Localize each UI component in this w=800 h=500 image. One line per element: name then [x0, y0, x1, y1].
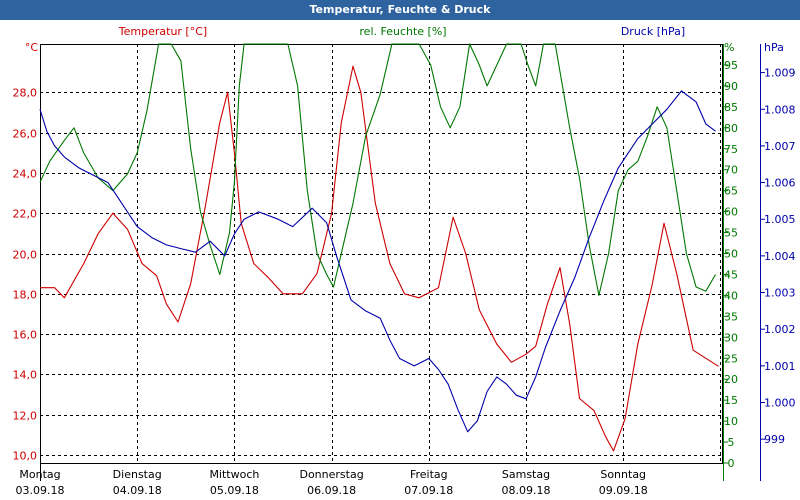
pressure-unit: hPa [764, 41, 784, 54]
x-day-label: Samstag [502, 468, 550, 481]
humidity-tick: 0 [728, 457, 735, 470]
humidity-tick: 35 [724, 310, 738, 323]
x-day-label: Sonntag [600, 468, 646, 481]
humidity-tick: 25 [724, 352, 738, 365]
x-day-label: Dienstag [113, 468, 162, 481]
temperature-tick: 28,0 [13, 87, 38, 100]
pressure-tick: 999 [764, 433, 785, 446]
humidity-tick: 60 [724, 206, 738, 219]
humidity-tick: 95 [724, 59, 738, 72]
pressure-tick: 1.009 [764, 67, 796, 80]
pressure-tick: 1.006 [764, 177, 796, 190]
pressure-tick: 1.000 [764, 397, 796, 410]
x-date-label: 06.09.18 [307, 484, 356, 497]
pressure-axis-title: Druck [hPa] [621, 25, 685, 38]
humidity-axis-title: rel. Feuchte [%] [359, 25, 446, 38]
humidity-tick: 75 [724, 143, 738, 156]
humidity-tick: 65 [724, 185, 738, 198]
humidity-tick: 45 [724, 268, 738, 281]
humidity-unit: % [724, 41, 734, 54]
plot-frame [40, 44, 765, 481]
humidity-tick: 85 [724, 101, 738, 114]
temperature-tick: 22,0 [13, 208, 38, 221]
humidity-tick: 70 [724, 164, 738, 177]
pressure-tick: 1.002 [764, 323, 796, 336]
x-day-label: Donnerstag [299, 468, 363, 481]
x-day-label: Montag [19, 468, 60, 481]
temperature-tick: 18,0 [13, 289, 38, 302]
axis-labels: 10,0 12,0 14,0 16,0 18,0 20,0 22,0 24,0 26,0 28,0… [13, 25, 796, 497]
chart-area: 10,0 12,0 14,0 16,0 18,0 20,0 22,0 24,0 26,0 28,0… [13, 25, 796, 497]
pressure-tick: 1.004 [764, 250, 796, 263]
temperature-tick: 10,0 [13, 450, 38, 463]
humidity-tick: 10 [724, 415, 738, 428]
humidity-tick: 90 [724, 80, 738, 93]
pressure-tick: 1.007 [764, 140, 796, 153]
x-date-label: 03.09.18 [16, 484, 65, 497]
temperature-unit: °C [25, 41, 39, 54]
pressure-tick: 1.008 [764, 103, 796, 116]
temperature-tick: 12,0 [13, 410, 38, 423]
humidity-tick: 15 [724, 394, 738, 407]
x-day-label: Freitag [410, 468, 448, 481]
pressure-tick: 1.005 [764, 213, 796, 226]
x-date-label: 05.09.18 [210, 484, 259, 497]
humidity-tick: 20 [724, 373, 738, 386]
x-date-label: 09.09.18 [599, 484, 648, 497]
temperature-tick: 26,0 [13, 128, 38, 141]
x-date-label: 07.09.18 [404, 484, 453, 497]
temperature-tick: 24,0 [13, 168, 38, 181]
x-date-label: 04.09.18 [113, 484, 162, 497]
chart-title: Temperatur, Feuchte & Druck [0, 0, 800, 20]
humidity-tick: 55 [724, 227, 738, 240]
humidity-tick: 40 [724, 289, 738, 302]
humidity-tick: 5 [728, 436, 735, 449]
temperature-axis-title: Temperatur [°C] [118, 25, 207, 38]
temperature-tick: 16,0 [13, 329, 38, 342]
pressure-tick: 1.003 [764, 287, 796, 300]
series-group [39, 43, 719, 452]
temperature-tick: 14,0 [13, 369, 38, 382]
series-line-pressure [39, 90, 716, 433]
humidity-tick: 30 [724, 331, 738, 344]
x-day-label: Mittwoch [209, 468, 259, 481]
humidity-tick: 50 [724, 248, 738, 261]
series-line-temperature [40, 65, 719, 452]
x-date-label: 08.09.18 [502, 484, 551, 497]
series-line-humidity [39, 43, 716, 296]
grid [40, 44, 722, 463]
pressure-tick: 1.001 [764, 360, 796, 373]
temperature-tick: 20,0 [13, 249, 38, 262]
humidity-tick: 80 [724, 122, 738, 135]
